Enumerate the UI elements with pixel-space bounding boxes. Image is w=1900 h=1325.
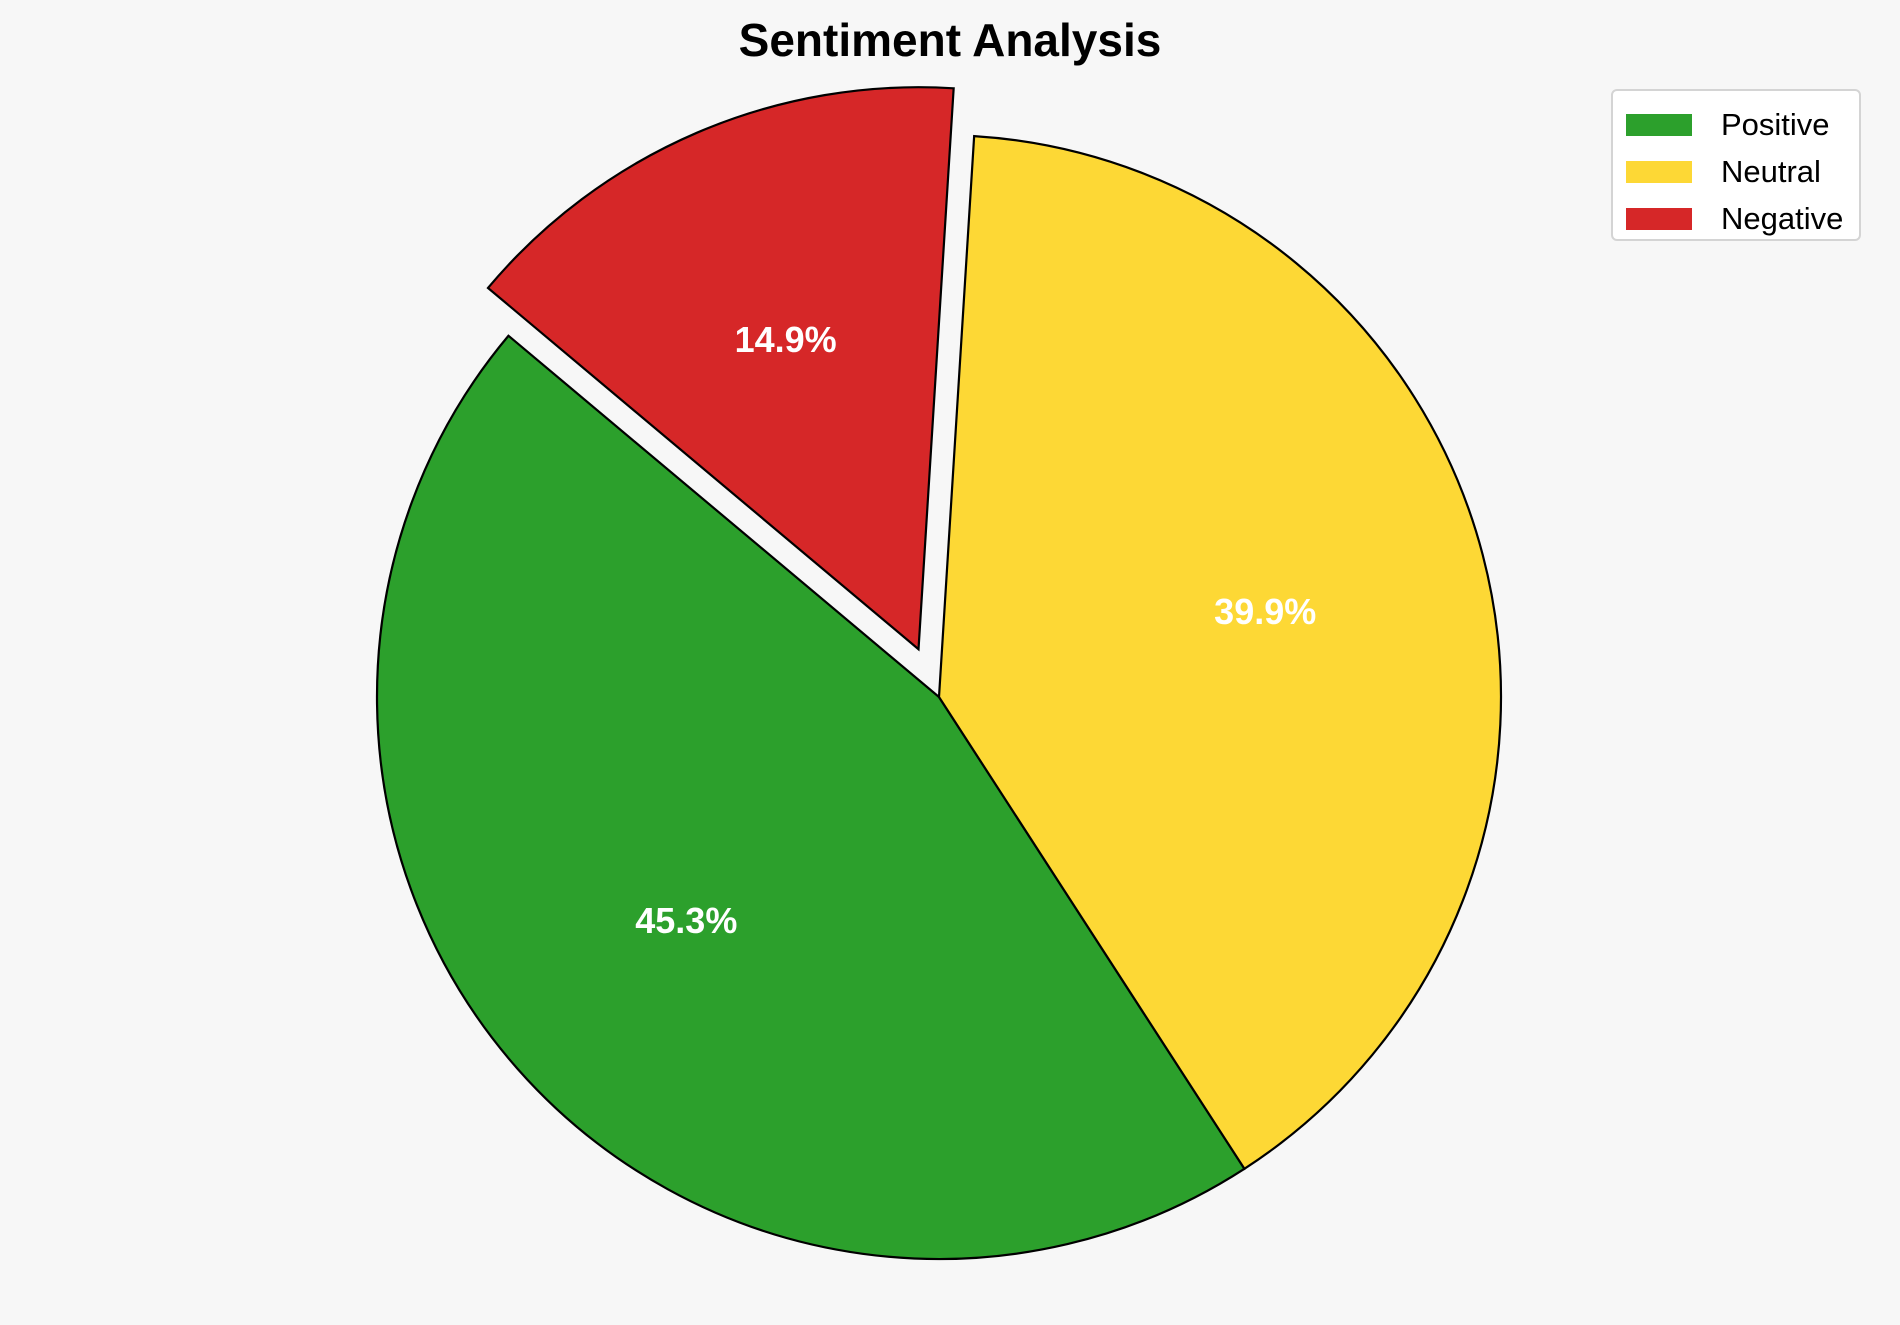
pie-slice-positive xyxy=(375,334,1246,1261)
legend-item-neutral: Neutral xyxy=(1613,148,1859,195)
legend-item-negative: Negative xyxy=(1613,195,1859,242)
legend-swatch-neutral xyxy=(1626,160,1692,183)
slice-label-positive: 45.3% xyxy=(635,900,737,941)
legend-swatch-positive xyxy=(1626,113,1692,136)
chart-legend: Positive Neutral Negative xyxy=(1611,89,1861,241)
legend-label: Positive xyxy=(1721,106,1830,142)
slice-label-negative: 14.9% xyxy=(735,319,837,360)
legend-label: Neutral xyxy=(1721,153,1821,189)
legend-label: Negative xyxy=(1721,200,1844,236)
legend-item-positive: Positive xyxy=(1613,101,1859,148)
chart-title: Sentiment Analysis xyxy=(738,14,1162,66)
legend-swatch-negative xyxy=(1626,207,1692,230)
pie-slice-neutral xyxy=(937,134,1503,1171)
slice-label-neutral: 39.9% xyxy=(1214,591,1316,632)
pie-slice-negative xyxy=(486,86,955,652)
